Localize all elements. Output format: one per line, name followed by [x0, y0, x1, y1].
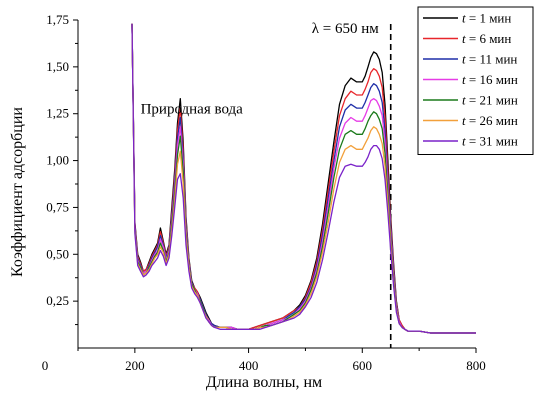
legend-label: t = 6 мин [462, 31, 511, 46]
y-tick-label: 1,25 [46, 106, 69, 121]
y-tick-label: 1,75 [46, 12, 69, 27]
x-tick-label: 400 [239, 358, 259, 373]
legend-label: t = 26 мин [462, 113, 518, 128]
x-axis: 200 400 600 800 0 [42, 348, 486, 373]
x-tick-label: 800 [466, 358, 486, 373]
x-axis-title: Длина волны, нм [206, 374, 322, 391]
annotation-wavelength-label: λ = 650 нм [312, 21, 380, 37]
y-tick-label: 1,50 [46, 59, 69, 74]
annotation-water-label: Природная вода [141, 102, 244, 118]
annotations: Природная вода λ = 650 нм [141, 21, 380, 118]
x-tick-label: 200 [125, 358, 145, 373]
series-layer [131, 23, 476, 334]
y-tick-label: 1,00 [46, 153, 69, 168]
legend-label: t = 16 мин [462, 72, 518, 87]
legend-label: t = 1 мин [462, 11, 511, 26]
y-tick-label: 0,50 [46, 246, 69, 261]
series-line-7 [131, 23, 476, 334]
origin-label: 0 [42, 358, 49, 373]
y-tick-label: 0,75 [46, 199, 69, 214]
x-tick-label: 600 [353, 358, 373, 373]
legend-label: t = 21 мин [462, 93, 518, 108]
legend: t = 1 мин t = 6 мин t = 11 мин t = 16 мин t … [417, 6, 534, 155]
y-axis: 0,25 0,50 0,75 1,00 1,25 1,50 1,75 [46, 12, 78, 326]
y-tick-label: 0,25 [46, 293, 69, 308]
plot-frame [77, 20, 476, 349]
legend-label: t = 11 мин [462, 52, 517, 67]
legend-box [417, 6, 534, 155]
legend-label: t = 31 мин [462, 134, 518, 149]
y-axis-title: Коэффициент адсорбции [9, 107, 26, 277]
